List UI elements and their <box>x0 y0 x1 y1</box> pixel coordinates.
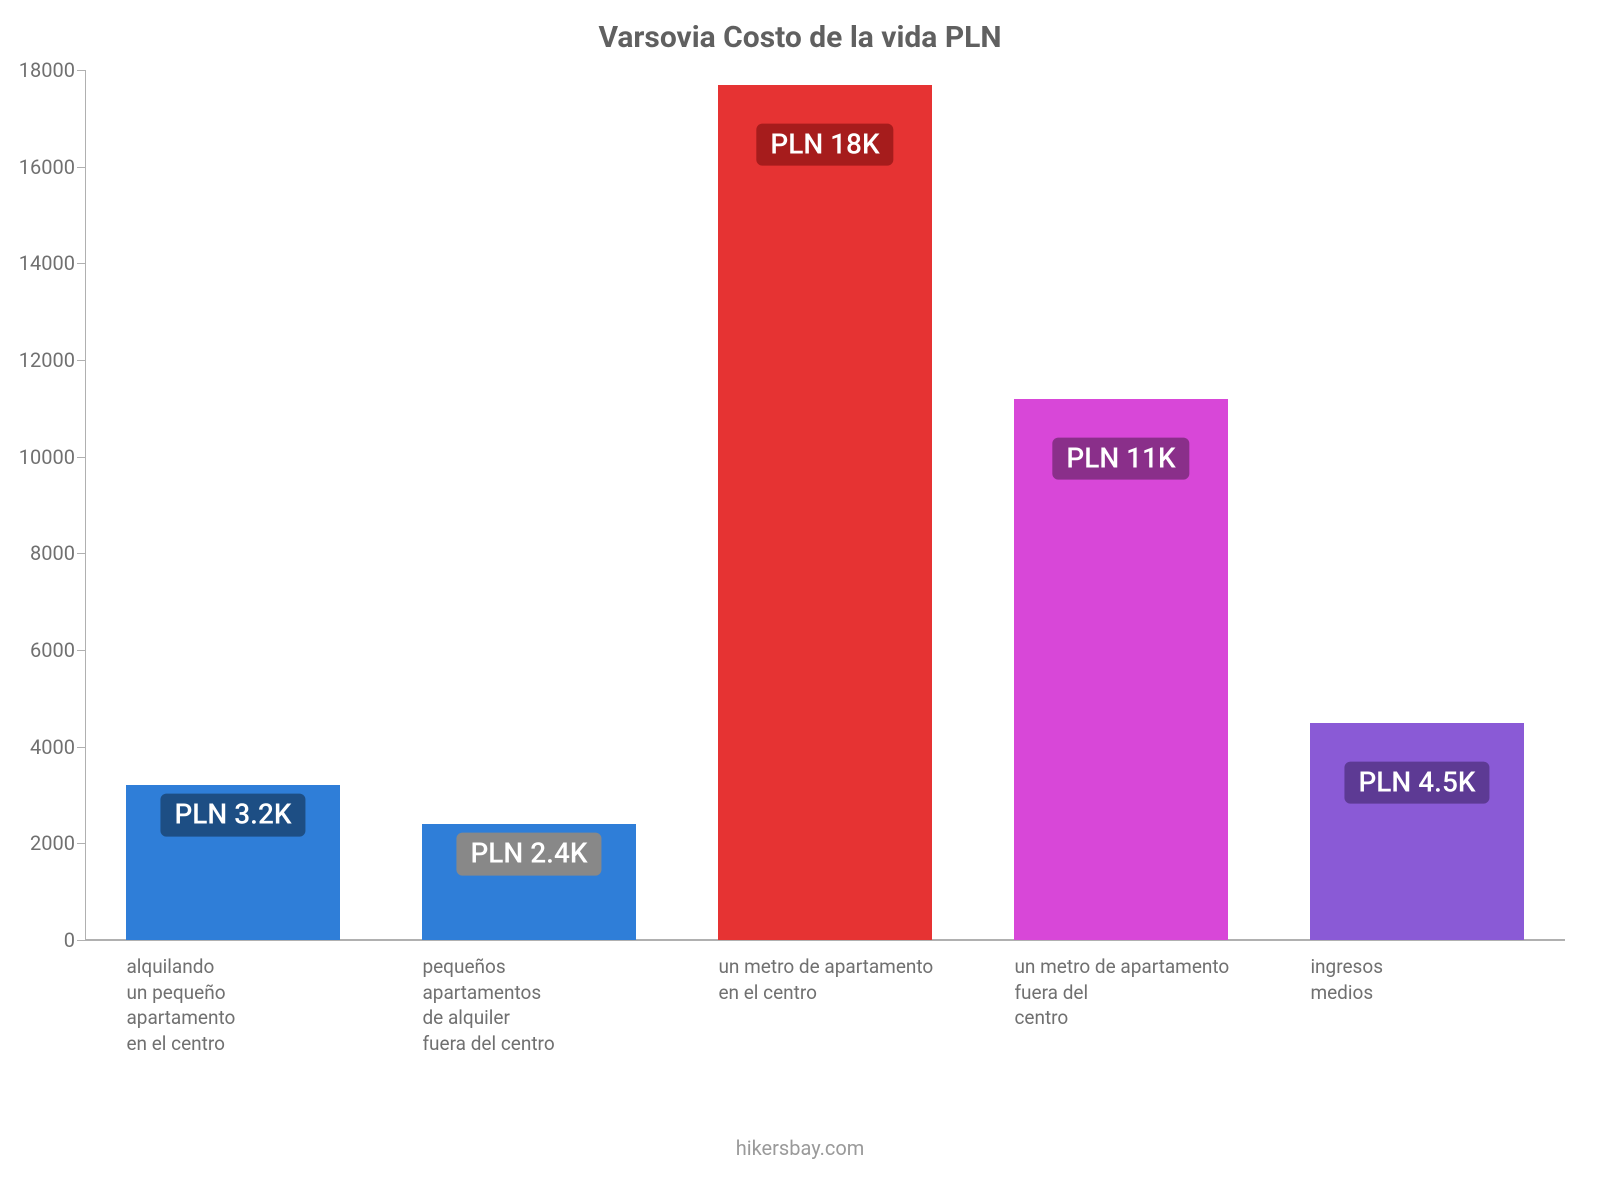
bar-value-badge: PLN 2.4K <box>456 833 601 876</box>
y-tick-label: 10000 <box>19 445 85 469</box>
bar-value-badge: PLN 18K <box>756 123 893 166</box>
x-category-label: ingresosmedios <box>1310 954 1570 1005</box>
y-tick-label: 18000 <box>19 58 85 82</box>
x-category-label: alquilandoun pequeñoapartamentoen el cen… <box>126 954 386 1057</box>
y-axis-line <box>85 70 86 940</box>
y-tick-label: 4000 <box>30 735 85 759</box>
y-tick-label: 6000 <box>30 638 85 662</box>
y-tick-label: 2000 <box>30 831 85 855</box>
y-tick-label: 16000 <box>19 155 85 179</box>
chart-footer: hikersbay.com <box>0 1136 1600 1160</box>
y-tick-label: 12000 <box>19 348 85 372</box>
bar-value-badge: PLN 3.2K <box>160 794 305 837</box>
chart-title: Varsovia Costo de la vida PLN <box>0 20 1600 55</box>
y-tick-label: 14000 <box>19 251 85 275</box>
bar <box>1310 723 1523 941</box>
x-category-label: un metro de apartamentofuera delcentro <box>1014 954 1274 1031</box>
bar-value-badge: PLN 11K <box>1052 437 1189 480</box>
plot-area: 0200040006000800010000120001400016000180… <box>85 70 1565 940</box>
y-tick-label: 0 <box>64 928 85 952</box>
x-category-label: pequeñosapartamentosde alquilerfuera del… <box>422 954 682 1057</box>
bar <box>718 85 931 941</box>
bar-value-badge: PLN 4.5K <box>1344 761 1489 804</box>
x-category-label: un metro de apartamentoen el centro <box>718 954 978 1005</box>
cost-of-living-chart: Varsovia Costo de la vida PLN 0200040006… <box>0 0 1600 1200</box>
y-tick-label: 8000 <box>30 541 85 565</box>
